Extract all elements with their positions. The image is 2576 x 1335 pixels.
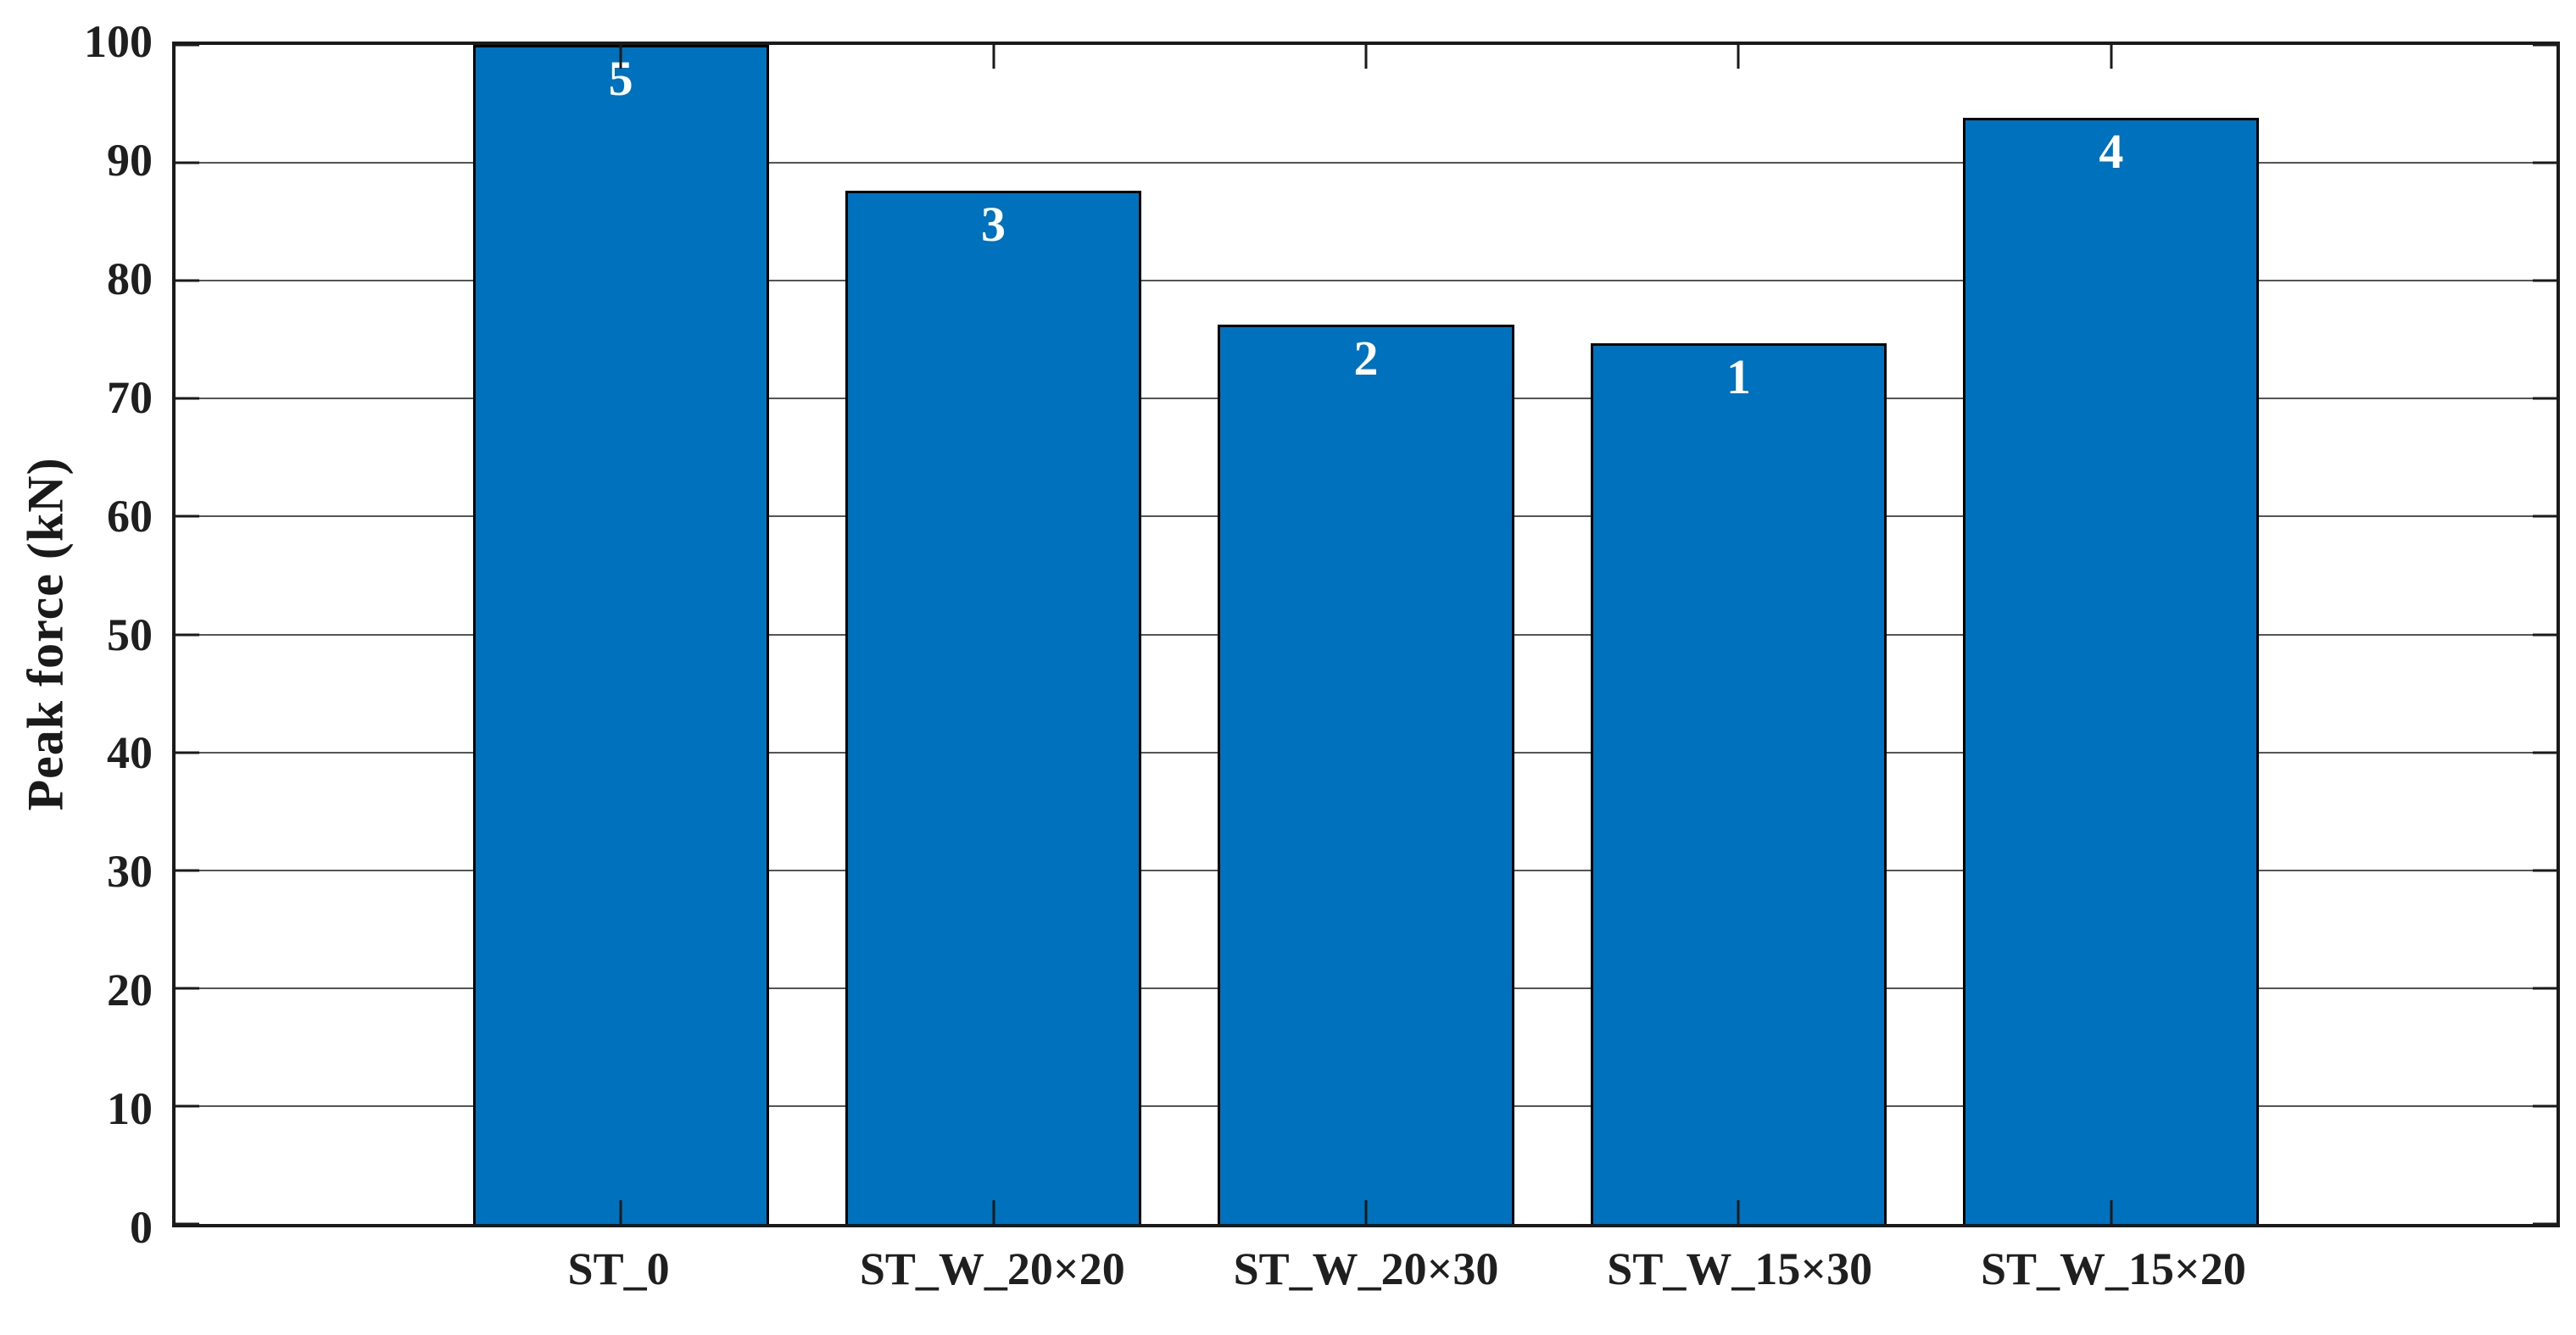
y-axis-tick-mark: [2533, 279, 2556, 282]
x-axis-tick-mark: [619, 45, 622, 69]
y-axis-tick-mark: [2533, 397, 2556, 400]
x-axis-tick-mark: [1737, 45, 1740, 69]
y-axis-tick-mark: [2533, 751, 2556, 754]
x-tick-label-ST_W_20×30: ST_W_20×30: [1233, 1243, 1499, 1294]
bar-ST_W_15×20: 4: [1963, 118, 2260, 1224]
y-tick-label: 90: [107, 134, 153, 186]
x-axis-tick-mark: [619, 1200, 622, 1224]
y-tick-label: 50: [107, 609, 153, 660]
y-axis-tick-mark: [2533, 515, 2556, 518]
plot-area: 5 3 2 1 4: [172, 42, 2560, 1227]
y-axis-tick-mark: [176, 161, 199, 164]
x-tick-label-ST_W_15×20: ST_W_15×20: [1980, 1243, 2246, 1294]
y-axis-tick-mark: [176, 987, 199, 990]
x-tick-label-ST_W_20×20: ST_W_20×20: [859, 1243, 1125, 1294]
y-tick-label: 80: [107, 253, 153, 304]
y-axis-tick-mark: [2533, 161, 2556, 164]
y-axis-tick-mark: [176, 751, 199, 754]
y-axis-tick-mark: [176, 43, 199, 47]
y-axis-tick-mark: [176, 869, 199, 872]
bar-value-label: 1: [1726, 348, 1751, 404]
y-axis-tick-mark: [2533, 43, 2556, 47]
bar-ST_W_20×20: 3: [845, 191, 1142, 1224]
x-axis-tick-mark: [2110, 45, 2113, 69]
x-tick-label-ST_W_15×30: ST_W_15×30: [1607, 1243, 1873, 1294]
bar-ST_W_20×30: 2: [1218, 324, 1514, 1224]
x-axis-tick-mark: [992, 1200, 995, 1224]
y-axis-tick-mark: [2533, 633, 2556, 636]
y-axis-tick-mark: [2533, 1222, 2556, 1226]
x-tick-label-ST_0: ST_0: [567, 1243, 670, 1294]
y-tick-label: 40: [107, 727, 153, 779]
y-tick-label: 20: [107, 965, 153, 1016]
bar-value-label: 2: [1353, 330, 1379, 386]
x-axis-tick-mark: [992, 45, 995, 69]
bar-ST_0: 5: [472, 45, 769, 1224]
y-axis-tick-mark: [176, 279, 199, 282]
y-tick-label: 60: [107, 490, 153, 542]
y-axis-tick-mark: [2533, 1104, 2556, 1108]
x-axis-tick-labels: ST_0 ST_W_20×20 ST_W_20×30 ST_W_15×30 ST_W_1…: [172, 1243, 2560, 1321]
x-axis-tick-mark: [1364, 1200, 1368, 1224]
y-axis-tick-mark: [176, 1104, 199, 1108]
y-tick-label: 30: [107, 846, 153, 898]
y-axis-tick-mark: [176, 515, 199, 518]
y-tick-label: 70: [107, 371, 153, 423]
bar-ST_W_15×30: 1: [1590, 342, 1887, 1224]
y-gridline: [176, 162, 2556, 164]
y-tick-label: 10: [107, 1083, 153, 1135]
y-tick-label: 100: [84, 16, 153, 67]
x-axis-tick-mark: [1737, 1200, 1740, 1224]
y-axis-tick-labels: 0 10 20 30 40 50 60 70 80 90 100: [0, 19, 153, 1250]
bar-value-label: 4: [2099, 124, 2124, 180]
y-tick-label: 0: [130, 1202, 153, 1253]
x-axis-tick-mark: [1364, 45, 1368, 69]
y-axis-tick-mark: [176, 397, 199, 400]
y-gridline: [176, 280, 2556, 282]
x-axis-tick-mark: [2110, 1200, 2113, 1224]
y-axis-tick-mark: [176, 633, 199, 636]
bar-value-label: 3: [981, 197, 1006, 253]
y-axis-tick-mark: [176, 1222, 199, 1226]
y-axis-tick-mark: [2533, 869, 2556, 872]
y-axis-tick-mark: [2533, 987, 2556, 990]
